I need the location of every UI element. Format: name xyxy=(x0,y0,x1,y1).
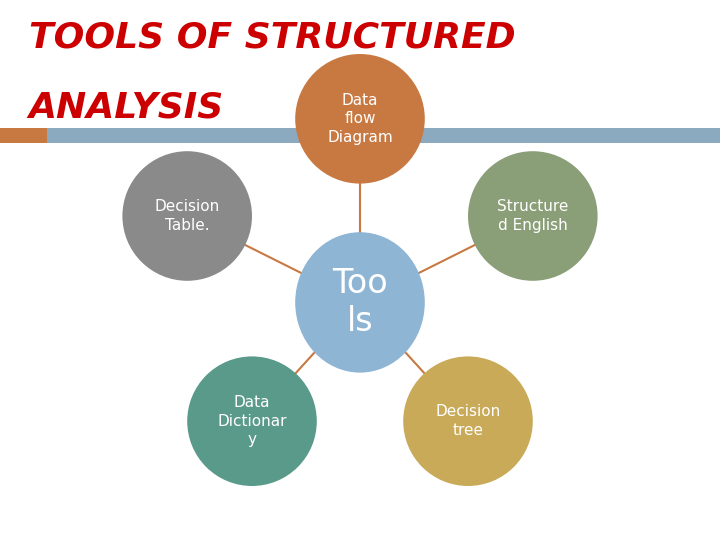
Text: Data
flow
Diagram: Data flow Diagram xyxy=(327,93,393,145)
Ellipse shape xyxy=(295,54,425,184)
Ellipse shape xyxy=(122,151,252,281)
Text: Decision
Table.: Decision Table. xyxy=(155,199,220,233)
Text: TOOLS OF STRUCTURED: TOOLS OF STRUCTURED xyxy=(29,21,516,55)
Ellipse shape xyxy=(403,356,533,486)
Text: Structure
d English: Structure d English xyxy=(497,199,569,233)
Text: Data
Dictionar
y: Data Dictionar y xyxy=(217,395,287,447)
Ellipse shape xyxy=(187,356,317,486)
Text: Too
ls: Too ls xyxy=(332,267,388,338)
Text: Decision
tree: Decision tree xyxy=(436,404,500,438)
Text: ANALYSIS: ANALYSIS xyxy=(29,91,224,125)
FancyBboxPatch shape xyxy=(0,128,47,143)
Ellipse shape xyxy=(468,151,598,281)
FancyBboxPatch shape xyxy=(0,128,720,143)
Ellipse shape xyxy=(295,232,425,373)
